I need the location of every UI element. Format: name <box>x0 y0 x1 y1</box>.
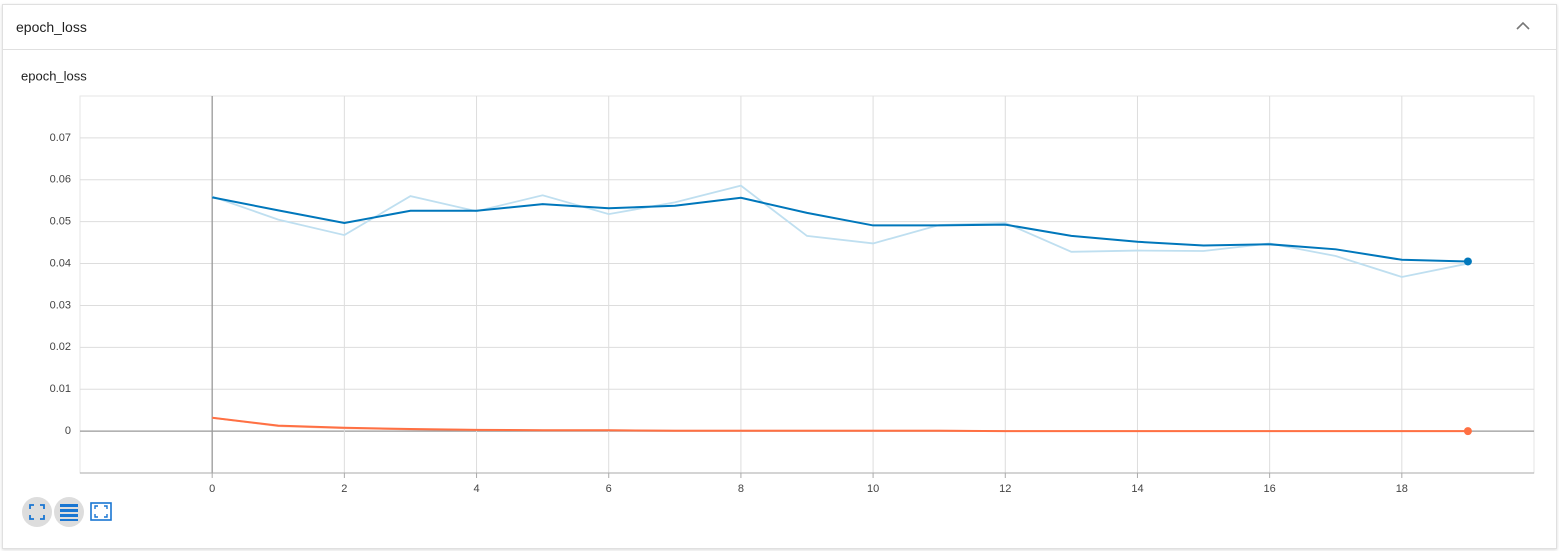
x-tick-label: 14 <box>1131 483 1143 495</box>
y-tick-label: 0.02 <box>50 341 71 353</box>
card: epoch_loss <box>2 4 1557 549</box>
x-tick-label: 16 <box>1264 483 1276 495</box>
fit-button[interactable] <box>22 497 52 527</box>
y-tick-label: 0 <box>65 425 71 437</box>
y-tick-label: 0.06 <box>50 174 71 186</box>
y-tick-label: 0.04 <box>50 257 71 269</box>
end-marker <box>1463 427 1472 436</box>
y-tick-label: 0.05 <box>50 216 71 228</box>
x-tick-label: 2 <box>341 483 347 495</box>
x-tick-label: 6 <box>606 483 612 495</box>
header-title: epoch_loss <box>16 19 87 35</box>
x-tick-label: 18 <box>1396 483 1408 495</box>
x-tick-label: 10 <box>867 483 879 495</box>
x-tick-label: 8 <box>738 483 744 495</box>
series-line <box>212 416 1468 433</box>
card-header: epoch_loss <box>3 5 1556 50</box>
y-tick-label: 0.03 <box>50 299 71 311</box>
y-tick-label: 0.07 <box>50 132 71 144</box>
collapse-icon[interactable] <box>1515 20 1531 32</box>
y-tick-label: 0.01 <box>50 383 71 395</box>
x-tick-label: 0 <box>209 483 215 495</box>
zoom-button[interactable] <box>90 502 112 521</box>
log-button[interactable] <box>54 497 84 527</box>
plot-frame <box>79 95 1535 474</box>
x-tick-label: 4 <box>473 483 479 495</box>
x-tick-label: 12 <box>999 483 1011 495</box>
end-marker <box>1463 257 1472 266</box>
series-line <box>211 196 1468 263</box>
chart-title: epoch_loss <box>21 68 87 83</box>
